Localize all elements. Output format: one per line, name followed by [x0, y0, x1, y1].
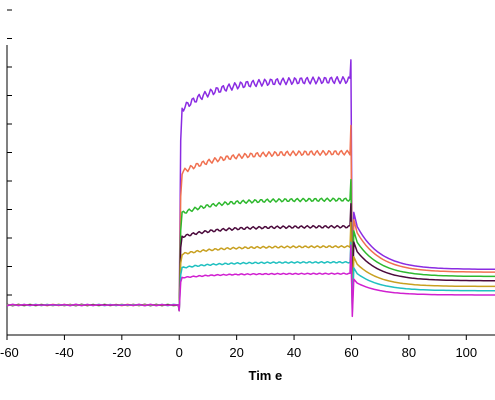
- x-tick-label-1: -40: [55, 345, 74, 360]
- x-tick-label-7: 80: [402, 345, 416, 360]
- series-line-6: [6, 241, 495, 313]
- series-line-1: [6, 59, 495, 312]
- series-lines: [6, 59, 495, 318]
- x-tick-label-0: -60: [0, 345, 19, 360]
- x-tick-label-6: 60: [344, 345, 358, 360]
- axes: [6, 45, 495, 336]
- y-ticks: [7, 9, 12, 296]
- x-tick-label-4: 20: [229, 345, 243, 360]
- x-tick-label-2: -20: [112, 345, 131, 360]
- x-tick-label-3: 0: [176, 345, 183, 360]
- series-line-2: [6, 124, 495, 312]
- x-axis-title: Tim e: [248, 368, 282, 383]
- series-line-5: [6, 221, 495, 312]
- series-line-4: [6, 203, 495, 312]
- series-line-3: [6, 178, 495, 312]
- x-tick-label-5: 40: [287, 345, 301, 360]
- x-ticks: -60 -40 -20 0 20 40 60 80 100: [0, 335, 477, 360]
- x-tick-label-8: 100: [455, 345, 477, 360]
- series-line-7: [6, 244, 495, 318]
